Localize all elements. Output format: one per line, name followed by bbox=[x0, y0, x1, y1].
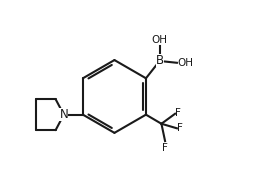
Text: F: F bbox=[175, 108, 181, 118]
Text: F: F bbox=[177, 123, 183, 133]
Text: N: N bbox=[59, 108, 68, 121]
Text: F: F bbox=[162, 143, 168, 153]
Text: OH: OH bbox=[152, 35, 168, 45]
Text: OH: OH bbox=[178, 58, 194, 68]
Text: B: B bbox=[156, 54, 164, 68]
